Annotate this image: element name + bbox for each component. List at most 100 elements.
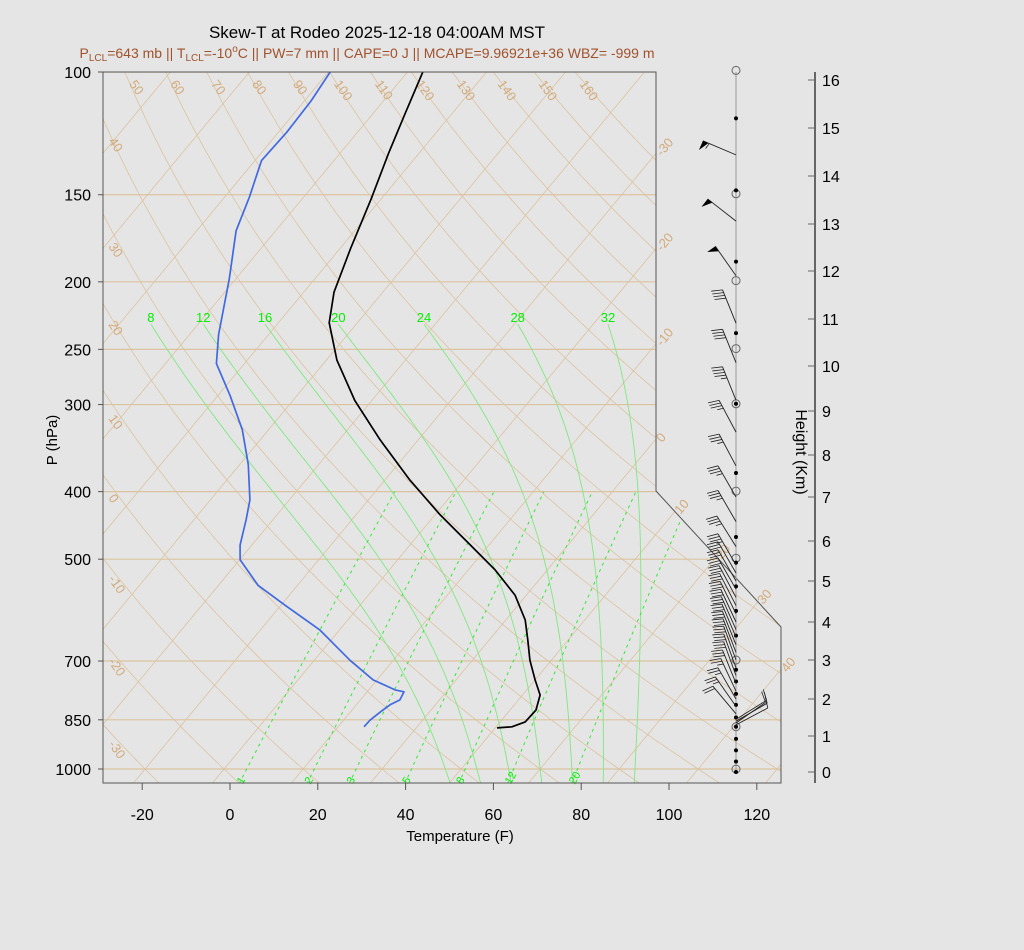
wind-barb bbox=[711, 366, 737, 401]
height-tick-label: 3 bbox=[822, 653, 831, 670]
moist-adiabat-line bbox=[517, 323, 604, 783]
dry-adiabat-line bbox=[288, 72, 781, 783]
wind-barb bbox=[706, 667, 737, 700]
isotherm-line bbox=[370, 72, 781, 783]
height-tick-label: 0 bbox=[822, 765, 831, 782]
isotherm-line bbox=[103, 72, 645, 783]
level-dot-marker bbox=[734, 724, 738, 729]
moist-adiabat-label: 28 bbox=[510, 310, 524, 325]
wind-barb bbox=[735, 696, 769, 726]
moist-adiabat-line bbox=[150, 323, 452, 783]
wind-barb bbox=[706, 465, 737, 498]
isotherm-line bbox=[449, 72, 781, 783]
wind-barb bbox=[707, 565, 737, 598]
mixing-ratio-label: 1 bbox=[235, 775, 248, 786]
height-tick-label: 8 bbox=[822, 448, 831, 465]
wind-barb bbox=[706, 490, 737, 522]
height-tick-label: 13 bbox=[822, 217, 840, 234]
isotherm-line bbox=[103, 72, 250, 783]
dry-adiabat-line bbox=[410, 72, 781, 783]
dry-adiabat-label: 80 bbox=[249, 77, 270, 97]
wind-barb bbox=[706, 549, 737, 582]
level-dot-marker bbox=[734, 770, 738, 774]
level-dot-marker bbox=[734, 535, 738, 540]
y-axis-label: P (hPa) bbox=[44, 415, 61, 466]
isotherm-line bbox=[103, 72, 487, 783]
subtitle-t-sub: LCL bbox=[185, 53, 204, 64]
dry-adiabat-line bbox=[329, 72, 781, 783]
wind-barb bbox=[707, 433, 737, 467]
level-dot-marker bbox=[734, 401, 738, 406]
wind-barb bbox=[708, 581, 737, 614]
wind-barb bbox=[705, 515, 737, 547]
level-circle-marker bbox=[731, 65, 741, 75]
isotherm-line bbox=[133, 72, 724, 783]
subtitle-p-sub: LCL bbox=[89, 53, 108, 64]
isotherm-line bbox=[103, 72, 171, 783]
mixing-ratio-label: 2 bbox=[303, 775, 316, 786]
dry-adiabat-line bbox=[103, 72, 561, 783]
isotherm-line bbox=[528, 72, 781, 783]
height-axis-label: Height (Km) bbox=[792, 409, 809, 494]
y-tick-label: 250 bbox=[64, 342, 91, 359]
dry-adiabat-line bbox=[103, 72, 481, 783]
mixing-ratio-line bbox=[506, 491, 637, 783]
profiles-layer bbox=[215, 72, 541, 729]
dry-adiabat-label: 160 bbox=[577, 77, 602, 103]
level-dot-marker bbox=[734, 736, 738, 741]
subtitle-p-val: =643 mb || T bbox=[107, 45, 186, 61]
y-tick-label: 400 bbox=[64, 485, 91, 502]
mixing-ratio-label: 8 bbox=[454, 775, 467, 786]
isotherm-line bbox=[607, 72, 781, 783]
level-dot-marker bbox=[734, 702, 738, 707]
y-tick-label: 500 bbox=[64, 552, 91, 569]
level-dot-marker bbox=[734, 667, 738, 672]
dry-adiabat-line bbox=[370, 72, 781, 783]
level-circle-marker bbox=[731, 344, 741, 354]
level-circle-marker bbox=[731, 655, 741, 665]
grid-layer bbox=[103, 72, 781, 783]
wind-barb bbox=[704, 676, 737, 707]
y-tick-label: 150 bbox=[64, 188, 91, 205]
dry-adiabat-line bbox=[103, 72, 161, 783]
x-tick-label: 60 bbox=[485, 807, 503, 824]
dry-adiabat-line bbox=[103, 72, 401, 783]
level-dot-marker bbox=[734, 331, 738, 336]
dry-adiabat-label: -30 bbox=[106, 737, 129, 761]
mixing-ratio-label: 5 bbox=[400, 775, 413, 786]
dry-adiabat-label: 120 bbox=[413, 77, 438, 103]
wind-barb bbox=[711, 289, 737, 324]
height-tick-label: 14 bbox=[822, 169, 840, 186]
wind-barb bbox=[707, 399, 737, 433]
dry-adiabat-label: 30 bbox=[106, 240, 127, 260]
wind-barb bbox=[712, 625, 737, 661]
moist-adiabat-label: 8 bbox=[147, 310, 154, 325]
height-tick-label: 2 bbox=[822, 692, 831, 709]
dry-adiabat-label: 140 bbox=[495, 77, 520, 103]
height-tick-label: 6 bbox=[822, 534, 831, 551]
y-tick-label: 200 bbox=[64, 275, 91, 292]
wind-barb bbox=[707, 246, 737, 277]
level-dot-marker bbox=[734, 759, 738, 764]
dry-adiabat-label: 70 bbox=[208, 77, 229, 97]
isotherm-line bbox=[686, 72, 781, 783]
dry-adiabat-line bbox=[103, 72, 641, 783]
isotherm-label: 30 bbox=[754, 586, 775, 607]
wind-barb bbox=[711, 611, 737, 645]
moist-adiabat-line bbox=[607, 323, 642, 783]
moist-adiabat-line bbox=[264, 323, 512, 783]
moist-adiabat-label: 32 bbox=[601, 310, 615, 325]
chart-title: Skew-T at Rodeo 2025-12-18 04:00AM MST bbox=[209, 23, 545, 42]
mixing-ratio-line bbox=[458, 491, 593, 783]
mixing-ratio-label: 20 bbox=[567, 770, 584, 787]
moist-adiabat-line bbox=[202, 323, 482, 783]
wind-barb bbox=[709, 658, 737, 692]
isotherm-line bbox=[212, 72, 781, 783]
mixing-ratio-label: 3 bbox=[345, 775, 358, 786]
height-tick-label: 15 bbox=[822, 121, 840, 138]
height-tick-label: 1 bbox=[822, 729, 831, 746]
x-tick-label: 20 bbox=[309, 807, 327, 824]
chart-subtitle: PLCL=643 mb || TLCL=-10oC || PW=7 mm || … bbox=[80, 44, 655, 64]
